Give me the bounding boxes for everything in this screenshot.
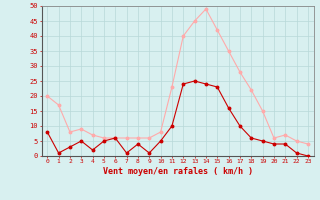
- X-axis label: Vent moyen/en rafales ( km/h ): Vent moyen/en rafales ( km/h ): [103, 167, 252, 176]
